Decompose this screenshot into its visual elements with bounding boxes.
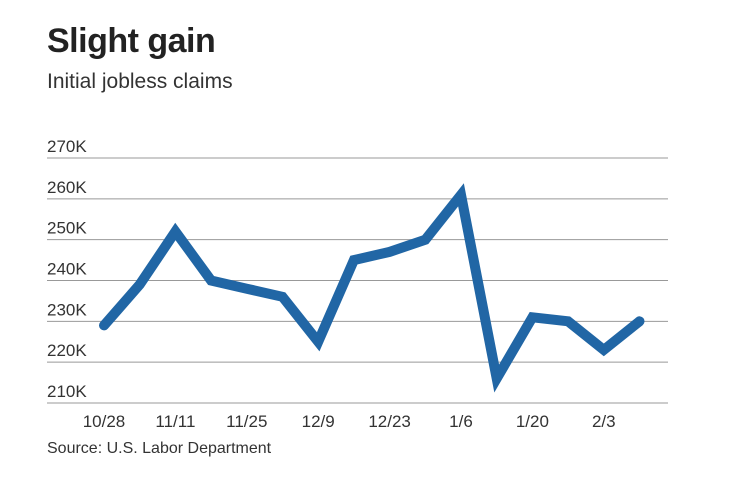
x-tick-label: 12/9 — [302, 412, 335, 431]
y-tick-label: 230K — [47, 300, 87, 319]
chart-title: Slight gain — [47, 22, 216, 60]
x-tick-label: 2/3 — [592, 412, 616, 431]
y-tick-label: 220K — [47, 341, 87, 360]
y-tick-label: 210K — [47, 382, 87, 401]
y-tick-label: 270K — [47, 137, 87, 156]
y-tick-label: 260K — [47, 178, 87, 197]
source-note: Source: U.S. Labor Department — [47, 440, 272, 457]
x-tick-label: 10/28 — [83, 412, 126, 431]
y-tick-label: 250K — [47, 219, 87, 238]
x-tick-label: 12/23 — [368, 412, 411, 431]
chart-subtitle: Initial jobless claims — [47, 70, 233, 93]
series-line — [99, 183, 645, 393]
x-tick-label: 11/11 — [155, 412, 195, 431]
x-tick-label: 11/25 — [226, 412, 267, 431]
x-tick-label: 1/20 — [516, 412, 549, 431]
y-tick-label: 240K — [47, 260, 87, 279]
x-tick-label: 1/6 — [449, 412, 473, 431]
